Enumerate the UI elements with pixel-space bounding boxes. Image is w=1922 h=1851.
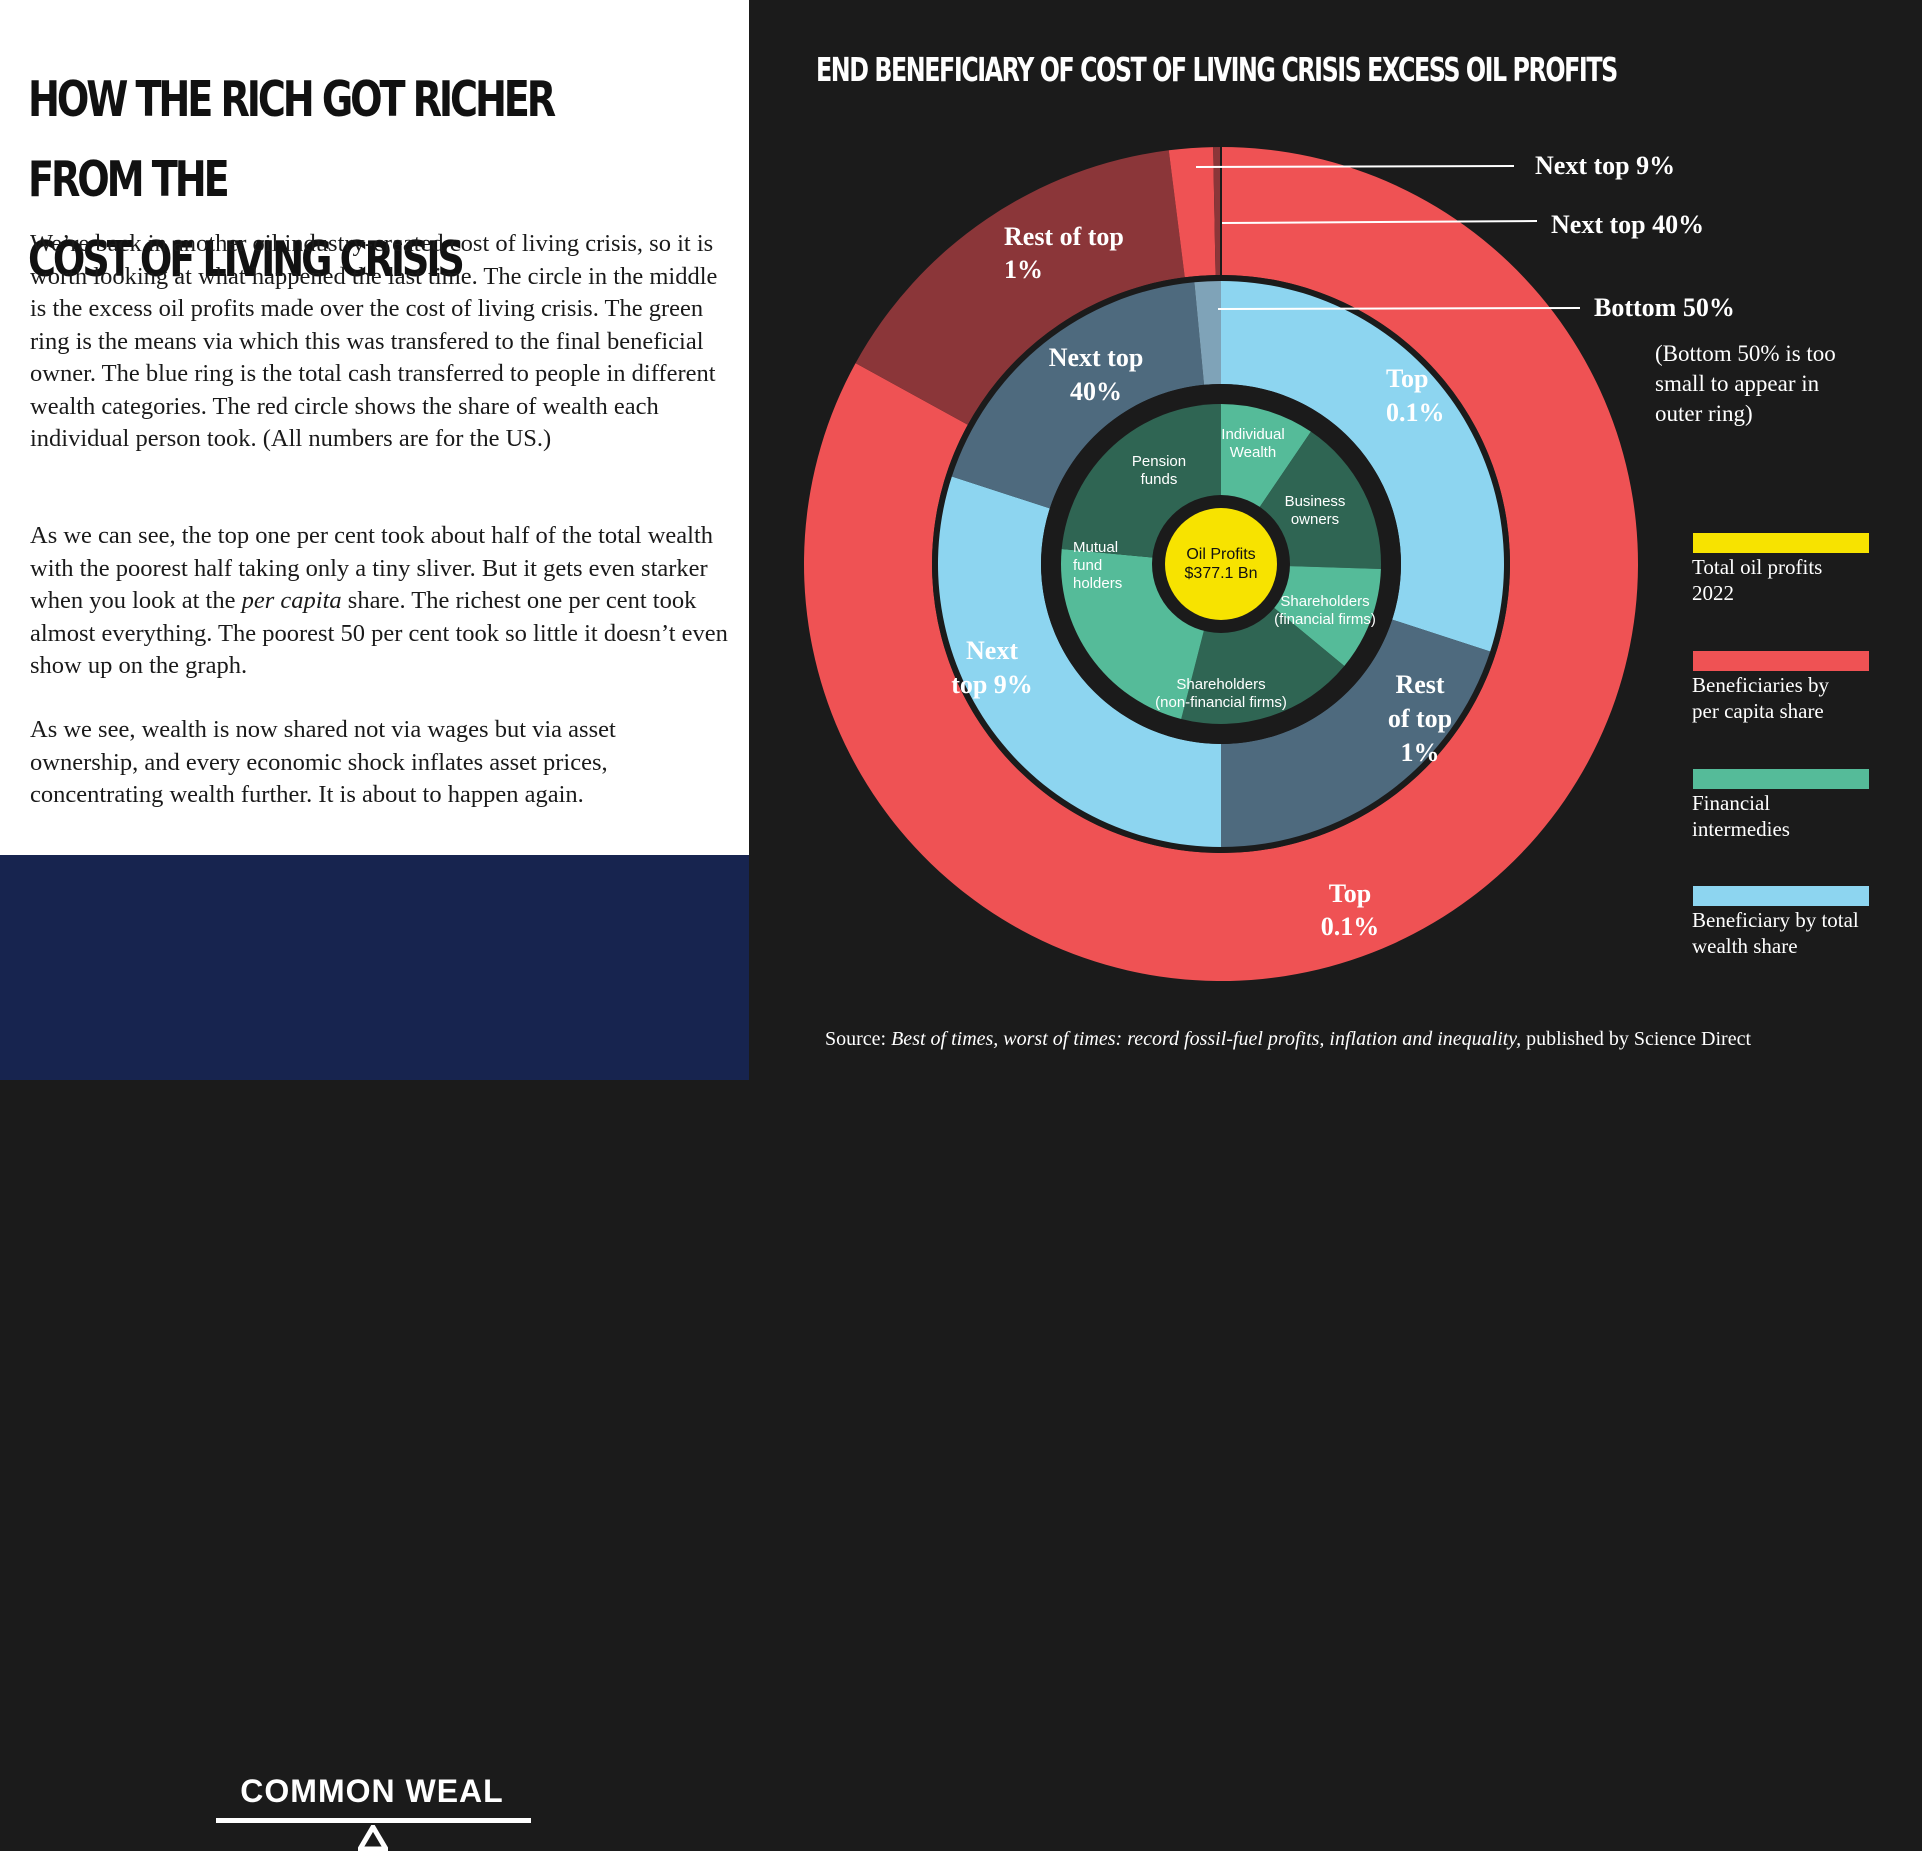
source-note: Source: Best of times, worst of times: r… [825, 1028, 1751, 1051]
green-label-3: Shareholders (non-financial firms) [1155, 676, 1287, 711]
legend-label-2: Financial intermedies [1692, 791, 1790, 841]
green-label-5: Pension funds [1132, 453, 1186, 488]
page-title: HOW THE RICH GOT RICHER FROM THE COST OF… [28, 71, 556, 288]
red-ring-segment-3 [1213, 147, 1221, 276]
green-label-4: Mutual fund holders [1073, 539, 1122, 592]
red-label-1: Rest of top 1% [1004, 222, 1124, 284]
center-label: Oil Profits $377.1 Bn [1185, 546, 1258, 582]
blue-ring-segment-1 [1221, 619, 1491, 847]
blue-ring-segment-3 [951, 282, 1205, 509]
red-ring-segment-2 [1168, 147, 1216, 278]
blue-label-2: Next top 9% [951, 636, 1033, 699]
legend-swatch-3 [1693, 886, 1869, 906]
legend-label-1: Beneficiaries by per capita share [1692, 673, 1830, 723]
red-label-0: Top 0.1% [1321, 879, 1380, 941]
green-label-0: Individual Wealth [1221, 426, 1284, 461]
green-label-2: Shareholders (financial firms) [1274, 593, 1376, 628]
blue-label-0: Top 0.1% [1386, 364, 1445, 427]
logo-beam [216, 1818, 531, 1823]
callout-label-2: Bottom 50% [1594, 293, 1735, 322]
conclusion-paragraph: As we see, wealth is now shared not via … [30, 716, 616, 808]
chart-title: END BENEFICIARY OF COST OF LIVING CRISIS… [816, 50, 1618, 89]
legend-swatch-0 [1693, 533, 1869, 553]
blue-label-3: Next top 40% [1049, 343, 1144, 406]
callout-label-0: Next top 9% [1535, 151, 1675, 180]
red-ring-segment-0 [804, 147, 1639, 982]
source-suffix: published by Science Direct [1521, 1028, 1752, 1050]
legend-label-0: Total oil profits 2022 [1692, 555, 1823, 605]
source-prefix: Source: [825, 1028, 892, 1050]
blue-ring-segment-4 [1194, 281, 1221, 385]
brand-logo: COMMON WEAL [240, 1773, 504, 1809]
red-ring-segment-1 [855, 150, 1185, 425]
legend-swatch-2 [1693, 769, 1869, 789]
intro-paragraph: We’re back in another oil industry-creat… [30, 230, 718, 452]
callout-line-2 [1217, 307, 1581, 310]
analysis-paragraph: As we can see, the top one per cent took… [30, 522, 728, 679]
blue-ring-segment-0 [1221, 281, 1504, 652]
green-label-1: Business owners [1285, 493, 1346, 528]
left-panel: HOW THE RICH GOT RICHER FROM THE COST OF… [0, 0, 749, 855]
callout-line-0 [1195, 165, 1515, 168]
callout-line-1 [1221, 220, 1538, 224]
bottom50-note: (Bottom 50% is too small to appear in oute… [1655, 341, 1836, 426]
callout-label-1: Next top 40% [1551, 210, 1704, 239]
nested-donut-chart: Oil Profits $377.1 Bn Individual WealthBusi… [804, 147, 1836, 982]
blue-ring-segment-2 [938, 476, 1221, 847]
blue-label-1: Rest of top 1% [1388, 670, 1452, 767]
scale-triangle-icon [358, 1825, 388, 1851]
legend-label-3: Beneficiary by total wealth share [1692, 908, 1859, 958]
legend-swatch-1 [1693, 651, 1869, 671]
oil-profits-circle [1165, 508, 1277, 620]
source-title: Best of times, worst of times: record fo… [891, 1028, 1522, 1050]
